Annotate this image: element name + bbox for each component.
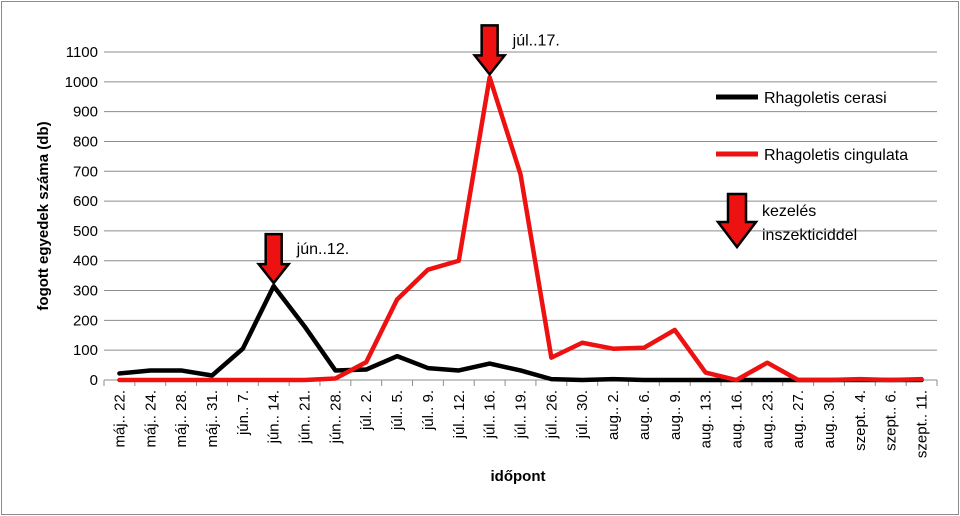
x-tick-label: jún.. 7. <box>235 390 252 436</box>
x-tick-label: júl.. 2. <box>358 390 375 431</box>
x-tick-label: máj.. 22. <box>111 390 128 448</box>
series-line-0 <box>117 283 924 383</box>
x-tick-label: júl.. 9. <box>420 390 437 431</box>
y-tick-label: 600 <box>73 193 98 210</box>
y-tick-label: 200 <box>73 312 98 329</box>
x-tick-label: aug.. 13. <box>698 390 715 448</box>
x-tick-label: aug.. 27. <box>790 390 807 448</box>
x-tick-label: máj.. 31. <box>204 390 221 448</box>
y-tick-label: 400 <box>73 253 98 270</box>
y-tick-label: 300 <box>73 283 98 300</box>
x-tick-label: júl.. 12. <box>451 390 468 439</box>
y-tick-labels: 0 100 200 300 400 500 600 700 800 900 1000 1100 <box>65 44 98 389</box>
x-tick-label: aug.. 23. <box>759 390 776 448</box>
series-line-1 <box>117 75 924 383</box>
y-axis-title: fogott egyedek száma (db) <box>35 121 52 310</box>
x-tick-label: máj.. 24. <box>142 390 159 448</box>
x-tick-label: szept.. 4. <box>852 390 869 451</box>
x-tick-label: szept.. 6. <box>883 390 900 451</box>
treatment-arrow-icon <box>256 232 292 286</box>
x-tick-label: aug.. 16. <box>728 390 745 448</box>
x-tick-label: aug.. 2. <box>605 390 622 440</box>
legend-label-cerasi: Rhagoletis cerasi <box>764 90 887 107</box>
x-tick-label: aug.. 9. <box>667 390 684 440</box>
y-tick-label: 1100 <box>66 44 98 61</box>
treatment-arrow-icon <box>472 24 508 77</box>
y-tick-label: 500 <box>73 223 98 240</box>
y-tick-label: 900 <box>73 104 98 121</box>
y-tick-label: 100 <box>73 342 98 359</box>
legend: Rhagoletis cerasi Rhagoletis cingulata k… <box>715 90 908 250</box>
y-tick-label: 0 <box>90 372 98 389</box>
legend-label-treatment-1: kezelés <box>762 203 816 220</box>
x-tick-label: szept.. 11. <box>914 390 931 458</box>
series-lines <box>117 75 924 383</box>
x-tick-label: aug.. 30. <box>821 390 838 448</box>
legend-label-cingulata: Rhagoletis cingulata <box>764 147 908 164</box>
x-axis-title: időpont <box>491 468 546 485</box>
y-tick-label: 700 <box>73 163 98 180</box>
legend-label-treatment-2: inszekticiddel <box>762 227 857 244</box>
x-tick-label: júl.. 5. <box>389 390 406 431</box>
x-tick-label: jún.. 14. <box>266 390 283 444</box>
x-tick-label: máj.. 28. <box>173 390 190 448</box>
x-tick-label: júl.. 19. <box>513 390 530 439</box>
annotation-label: jún..12. <box>296 241 349 258</box>
annotations: jún..12. júl..17. <box>256 24 560 286</box>
y-tick-label: 800 <box>73 133 98 150</box>
x-tick-label: júl.. 30. <box>574 390 591 439</box>
x-tick-label: jún.. 21. <box>297 390 314 444</box>
legend-down-arrow-icon <box>715 192 759 250</box>
annotation-label: júl..17. <box>512 32 560 49</box>
x-tick-label: júl.. 26. <box>543 390 560 439</box>
y-tick-label: 1000 <box>65 74 98 91</box>
x-tick-labels: máj.. 22. máj.. 24. máj.. 28. máj.. 31. jún.… <box>111 390 930 458</box>
x-tick-label: aug.. 6. <box>636 390 653 440</box>
x-tick-label: jún.. 28. <box>327 390 344 444</box>
x-tick-label: júl.. 16. <box>482 390 499 439</box>
